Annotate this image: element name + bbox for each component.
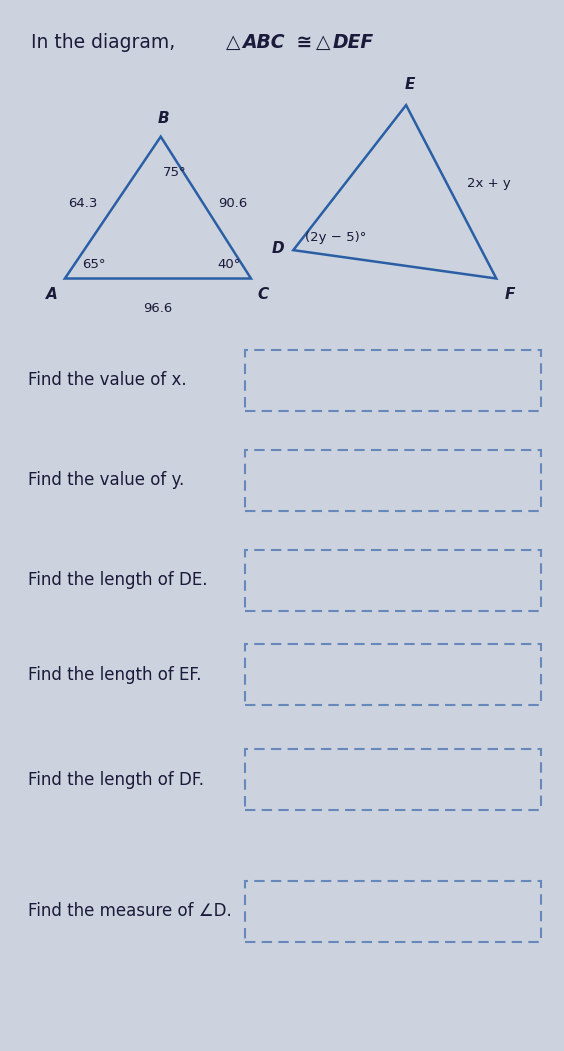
- Text: C: C: [258, 287, 269, 302]
- Text: Find the measure of ∠D.: Find the measure of ∠D.: [28, 902, 232, 921]
- Text: 65°: 65°: [82, 259, 105, 271]
- Text: ABC: ABC: [243, 33, 285, 51]
- Text: 40°: 40°: [217, 259, 240, 271]
- Text: F: F: [504, 287, 514, 302]
- Text: △: △: [226, 33, 240, 51]
- Text: Find the length of EF.: Find the length of EF.: [28, 665, 202, 684]
- Text: (2y − 5)°: (2y − 5)°: [305, 231, 366, 244]
- Text: 64.3: 64.3: [68, 197, 97, 210]
- Text: E: E: [404, 78, 415, 92]
- Text: 90.6: 90.6: [218, 197, 248, 210]
- Text: Find the value of x.: Find the value of x.: [28, 371, 187, 390]
- Text: DEF: DEF: [333, 33, 374, 51]
- Text: Find the length of DF.: Find the length of DF.: [28, 770, 204, 789]
- Text: Find the length of DE.: Find the length of DE.: [28, 571, 208, 590]
- Text: D: D: [272, 241, 284, 255]
- Text: In the diagram,: In the diagram,: [31, 33, 181, 51]
- Text: 75°: 75°: [162, 166, 186, 179]
- Text: △: △: [316, 33, 330, 51]
- Text: ≅: ≅: [290, 33, 319, 51]
- Text: 96.6: 96.6: [143, 302, 173, 314]
- Text: Find the value of y.: Find the value of y.: [28, 471, 184, 490]
- Text: A: A: [46, 287, 58, 302]
- Text: 2x + y: 2x + y: [467, 177, 511, 190]
- Text: B: B: [158, 111, 169, 126]
